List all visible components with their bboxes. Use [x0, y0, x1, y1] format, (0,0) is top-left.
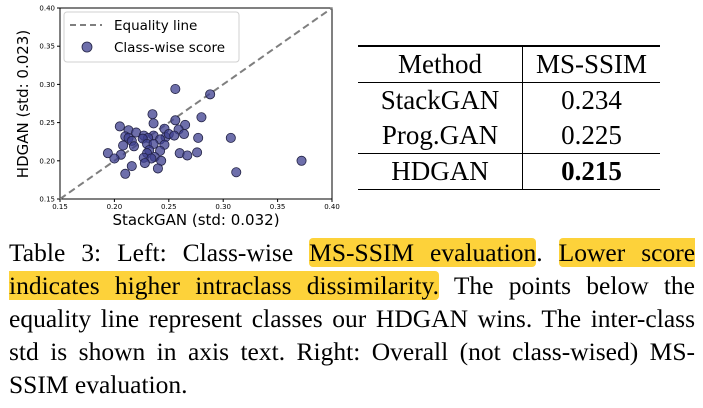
data-point	[139, 158, 150, 169]
x-tick-label: 0.40	[324, 203, 340, 211]
data-point	[182, 150, 193, 161]
x-axis-label: StackGAN (std: 0.032)	[112, 211, 279, 229]
y-axis-ticks: 0.15 0.20 0.25 0.30 0.35 0.40	[39, 5, 60, 204]
caption-highlight-1: MS-SSIM evaluation	[309, 238, 537, 267]
caption-prefix: Table 3: Left: Class-wise	[9, 238, 310, 267]
data-point	[192, 147, 203, 158]
data-point	[147, 109, 158, 120]
row-method: Prog.GAN	[358, 118, 523, 154]
data-point	[169, 130, 180, 141]
caption-mid: .	[536, 238, 559, 267]
legend-classwise-label: Class-wise score	[114, 40, 225, 56]
scatter-plot: 0.15 0.20 0.25 0.30 0.35 0.40 0.15 0.20 0.25 0.3…	[14, 5, 340, 230]
row-method: StackGAN	[358, 82, 523, 118]
data-point	[205, 89, 216, 100]
data-point	[170, 83, 181, 94]
equality-line	[59, 7, 333, 200]
data-point	[114, 121, 125, 132]
data-point	[231, 167, 242, 178]
x-tick-label: 0.15	[52, 203, 68, 211]
y-axis-label: HDGAN (std: 0.023)	[14, 30, 32, 178]
data-point	[196, 112, 207, 123]
row-score: 0.234	[561, 85, 622, 115]
data-point	[128, 141, 139, 152]
x-tick-label: 0.20	[107, 203, 123, 211]
table-caption: Table 3: Left: Class-wise MS-SSIM evalua…	[9, 236, 696, 401]
y-tick-label: 0.15	[39, 196, 55, 204]
legend-point-swatch	[81, 41, 93, 53]
caption-rest: The points below the equality line repre…	[9, 271, 696, 399]
x-tick-label: 0.30	[215, 203, 231, 211]
y-tick-label: 0.20	[39, 157, 55, 165]
y-tick-label: 0.25	[39, 119, 55, 127]
data-point	[102, 148, 113, 159]
data-point	[120, 168, 131, 179]
table-row: HDGAN 0.215	[358, 153, 660, 190]
table-header-row: Method MS-SSIM	[358, 46, 660, 83]
header-method: Method	[358, 46, 523, 83]
row-score-best: 0.215	[561, 156, 622, 186]
data-point	[170, 115, 181, 126]
results-table: Method MS-SSIM StackGAN 0.234 Prog.GAN 0…	[358, 45, 660, 190]
header-ms-ssim: MS-SSIM	[535, 49, 648, 79]
data-point	[296, 155, 307, 166]
x-tick-label: 0.25	[161, 203, 177, 211]
y-tick-label: 0.30	[39, 81, 55, 89]
y-tick-label: 0.35	[39, 43, 55, 51]
x-tick-label: 0.35	[270, 203, 286, 211]
data-point	[152, 163, 163, 174]
table-row: StackGAN 0.234	[358, 82, 660, 118]
data-point	[148, 118, 159, 129]
data-point	[225, 132, 236, 143]
x-axis-ticks: 0.15 0.20 0.25 0.30 0.35 0.40	[52, 199, 340, 211]
data-point	[126, 161, 137, 172]
row-score: 0.225	[561, 120, 622, 150]
data-points	[102, 83, 307, 179]
data-point	[193, 132, 204, 143]
legend-equality-label: Equality line	[114, 18, 197, 34]
table-row: Prog.GAN 0.225	[358, 118, 660, 154]
legend: Equality line Class-wise score	[63, 11, 240, 63]
row-method: HDGAN	[358, 153, 523, 190]
y-tick-label: 0.40	[39, 5, 55, 13]
legend-box	[63, 11, 240, 63]
data-point	[109, 153, 120, 164]
data-point	[179, 129, 190, 140]
plot-frame	[59, 7, 333, 200]
data-point	[118, 140, 129, 151]
